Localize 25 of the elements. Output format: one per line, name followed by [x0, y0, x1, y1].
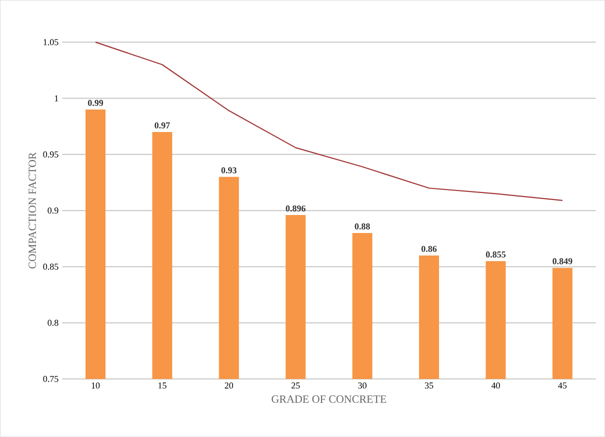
- y-tick-label: 1.05: [44, 39, 58, 46]
- data-label: 0.99: [88, 100, 104, 106]
- x-axis-title: GRADE OF CONCRETE: [272, 395, 386, 403]
- y-tick-label: 0.75: [43, 376, 58, 382]
- data-label: 0.849: [552, 258, 572, 264]
- y-tick-label: 0.8: [48, 320, 58, 326]
- x-tick-label: 40: [491, 382, 500, 389]
- data-label: 0.896: [286, 205, 306, 212]
- data-label: 0.97: [154, 122, 170, 128]
- data-label: 0.88: [354, 223, 370, 230]
- x-tick-label: 30: [358, 382, 366, 389]
- y-tick-label: 0.85: [43, 264, 58, 270]
- data-label: 0.93: [221, 167, 236, 174]
- data-label: 0.86: [422, 246, 437, 252]
- y-axis-title: COMPACTION FACTOR: [28, 152, 36, 268]
- x-tick-label: 15: [158, 382, 166, 388]
- x-tick-label: 35: [424, 382, 434, 388]
- x-tick-label: 10: [92, 382, 100, 389]
- x-tick-label: 25: [292, 382, 300, 388]
- y-tick-label: 0.9: [48, 207, 58, 214]
- y-tick-label: 0.95: [43, 151, 58, 158]
- x-tick-label: 20: [224, 382, 234, 389]
- data-label: 0.855: [486, 251, 506, 258]
- y-tick-label: 1: [54, 95, 58, 102]
- x-tick-label: 45: [558, 382, 567, 388]
